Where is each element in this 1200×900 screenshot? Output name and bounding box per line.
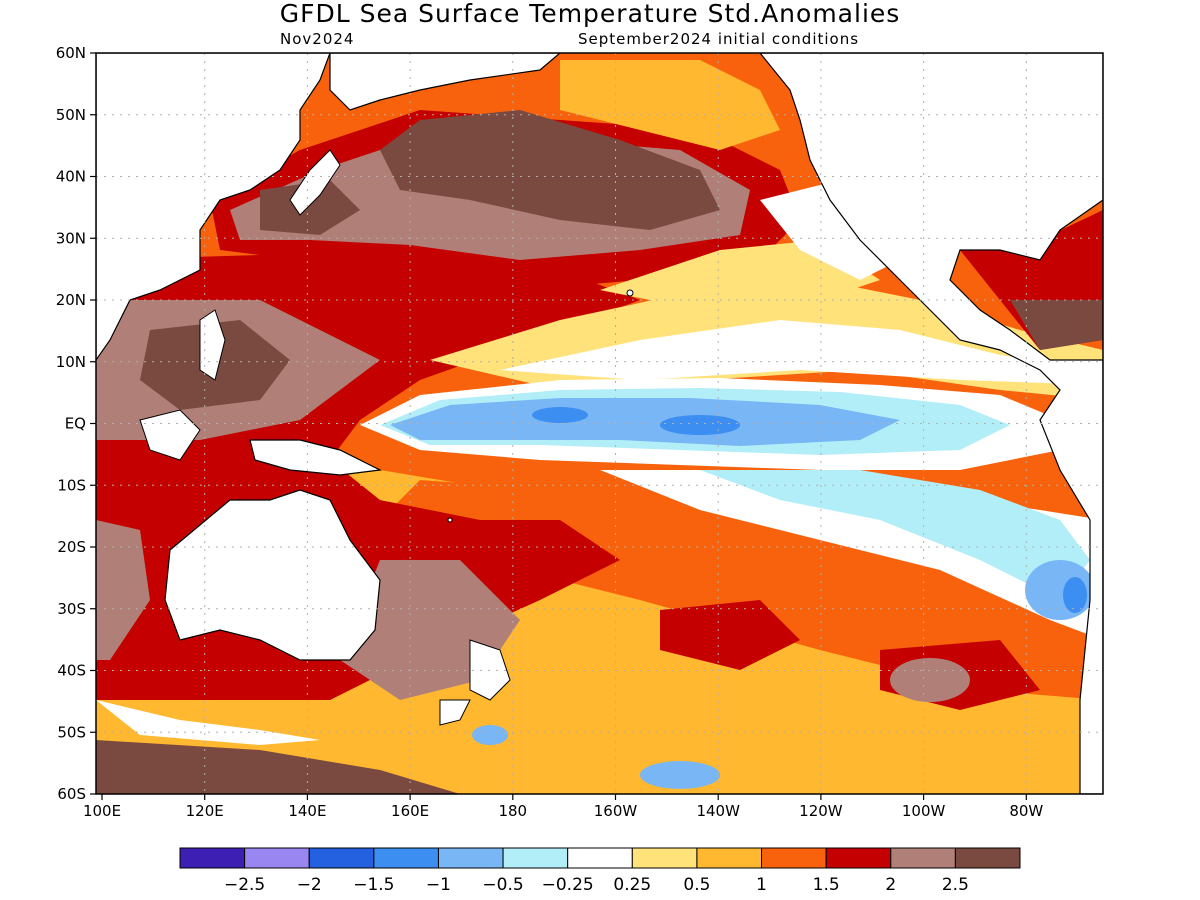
colorbar-label: −1.5 xyxy=(353,875,394,895)
lat-tick-label: EQ xyxy=(65,415,86,433)
peru-coast-core xyxy=(1063,577,1087,613)
colorbar-label: 1 xyxy=(756,875,767,895)
lat-tick-label: 30N xyxy=(56,229,86,247)
cold-core-1 xyxy=(660,415,740,435)
map-title: GFDL Sea Surface Temperature Std.Anomali… xyxy=(280,0,901,28)
lat-tick-label: 40S xyxy=(57,662,86,680)
lat-tick-label: 30S xyxy=(57,600,86,618)
south-pacific-brown xyxy=(890,658,970,702)
colorbar-label: 2 xyxy=(885,875,896,895)
map-field xyxy=(96,53,1103,794)
colorbar-label: −0.5 xyxy=(482,875,523,895)
colorbar-swatch xyxy=(954,847,1021,869)
new-guinea-landmass xyxy=(249,439,383,476)
south-pacific-red-1 xyxy=(660,600,800,670)
japan-landmass xyxy=(289,149,341,216)
north-pacific-blob-core xyxy=(380,110,720,230)
colorbar-swatch xyxy=(179,847,246,869)
equatorial-cold-tongue-core xyxy=(390,398,900,446)
colorbar-swatch xyxy=(761,847,827,869)
lon-tick-label: 100W xyxy=(902,802,946,820)
colorbar-label: −1 xyxy=(426,875,451,895)
fiji-islands xyxy=(447,517,453,523)
longitude-axis: 100E 120E 140E 160E 180 160W 140W 120W 100W 80W xyxy=(83,794,1043,820)
forecast-month: Nov2024 xyxy=(280,30,354,48)
hawaii-islands xyxy=(626,289,634,297)
lat-tick-label: 50N xyxy=(56,106,86,124)
colorbar-swatch xyxy=(373,847,439,869)
asia-landmass xyxy=(96,53,331,362)
lon-tick-label: 120E xyxy=(186,802,224,820)
new-zealand-south xyxy=(439,699,471,726)
colorbar-swatch xyxy=(502,847,569,869)
kamchatka-landmass xyxy=(329,53,561,111)
southeast-pacific-cool xyxy=(700,470,1090,600)
colorbar-swatch xyxy=(308,847,375,869)
colorbar-label: −0.25 xyxy=(542,875,594,895)
initial-conditions: September2024 initial conditions xyxy=(578,30,859,48)
caribbean-brown xyxy=(1010,300,1103,350)
east-indian-ocean-brown xyxy=(96,520,150,660)
lon-tick-label: 80W xyxy=(1009,802,1043,820)
latitude-axis: 60N 50N 40N 30N 20N 10N EQ 10S 20S 30S 40S 50S 60S xyxy=(56,44,96,803)
lat-tick-label: 50S xyxy=(57,723,86,741)
southern-ocean-cool-2 xyxy=(472,725,508,745)
lat-tick-label: 20N xyxy=(56,291,86,309)
colorbar-swatch xyxy=(825,847,892,869)
lon-tick-label: 140E xyxy=(288,802,326,820)
borneo-landmass xyxy=(139,409,201,461)
map-gridlines xyxy=(96,53,1103,794)
lat-tick-label: 10S xyxy=(57,476,86,494)
colorbar-swatch xyxy=(567,847,633,869)
gulf-of-alaska-anomaly xyxy=(560,60,780,150)
colorbar-swatch xyxy=(631,847,698,869)
colorbar-label: 0.5 xyxy=(683,875,710,895)
lat-tick-label: 60N xyxy=(56,44,86,62)
lon-tick-label: 180 xyxy=(498,802,527,820)
colorbar: −2.5 −2 −1.5 −1 −0.5 −0.25 0.25 0.5 1 1.5 2 2.5 xyxy=(179,847,1021,895)
northeast-pacific-yellow xyxy=(600,240,880,310)
lon-tick-label: 120W xyxy=(799,802,843,820)
lat-tick-label: 10N xyxy=(56,353,86,371)
japan-sea-anomaly xyxy=(260,180,360,235)
cold-core-2 xyxy=(532,407,588,423)
australia-landmass xyxy=(164,489,381,661)
colorbar-swatch xyxy=(437,847,504,869)
lat-tick-label: 20S xyxy=(57,538,86,556)
lon-tick-label: 100E xyxy=(83,802,121,820)
lon-tick-label: 160E xyxy=(391,802,429,820)
lat-tick-label: 40N xyxy=(56,168,86,186)
southern-ocean-neutral xyxy=(96,700,320,745)
colorbar-label: 0.25 xyxy=(613,875,651,895)
colorbar-label: 1.5 xyxy=(813,875,840,895)
lon-tick-label: 160W xyxy=(594,802,638,820)
colorbar-label: 2.5 xyxy=(942,875,969,895)
southern-ocean-cool-1 xyxy=(640,761,720,789)
colorbar-swatch xyxy=(696,847,763,869)
lon-tick-label: 140W xyxy=(696,802,740,820)
california-current-neutral xyxy=(760,180,900,280)
colorbar-label: −2.5 xyxy=(224,875,265,895)
southern-ocean-brown xyxy=(96,740,460,794)
colorbar-label: −2 xyxy=(297,875,322,895)
colorbar-swatch xyxy=(890,847,956,869)
north-equatorial-neutral xyxy=(500,320,1103,385)
lat-tick-label: 60S xyxy=(57,785,86,803)
colorbar-swatch xyxy=(244,847,310,869)
